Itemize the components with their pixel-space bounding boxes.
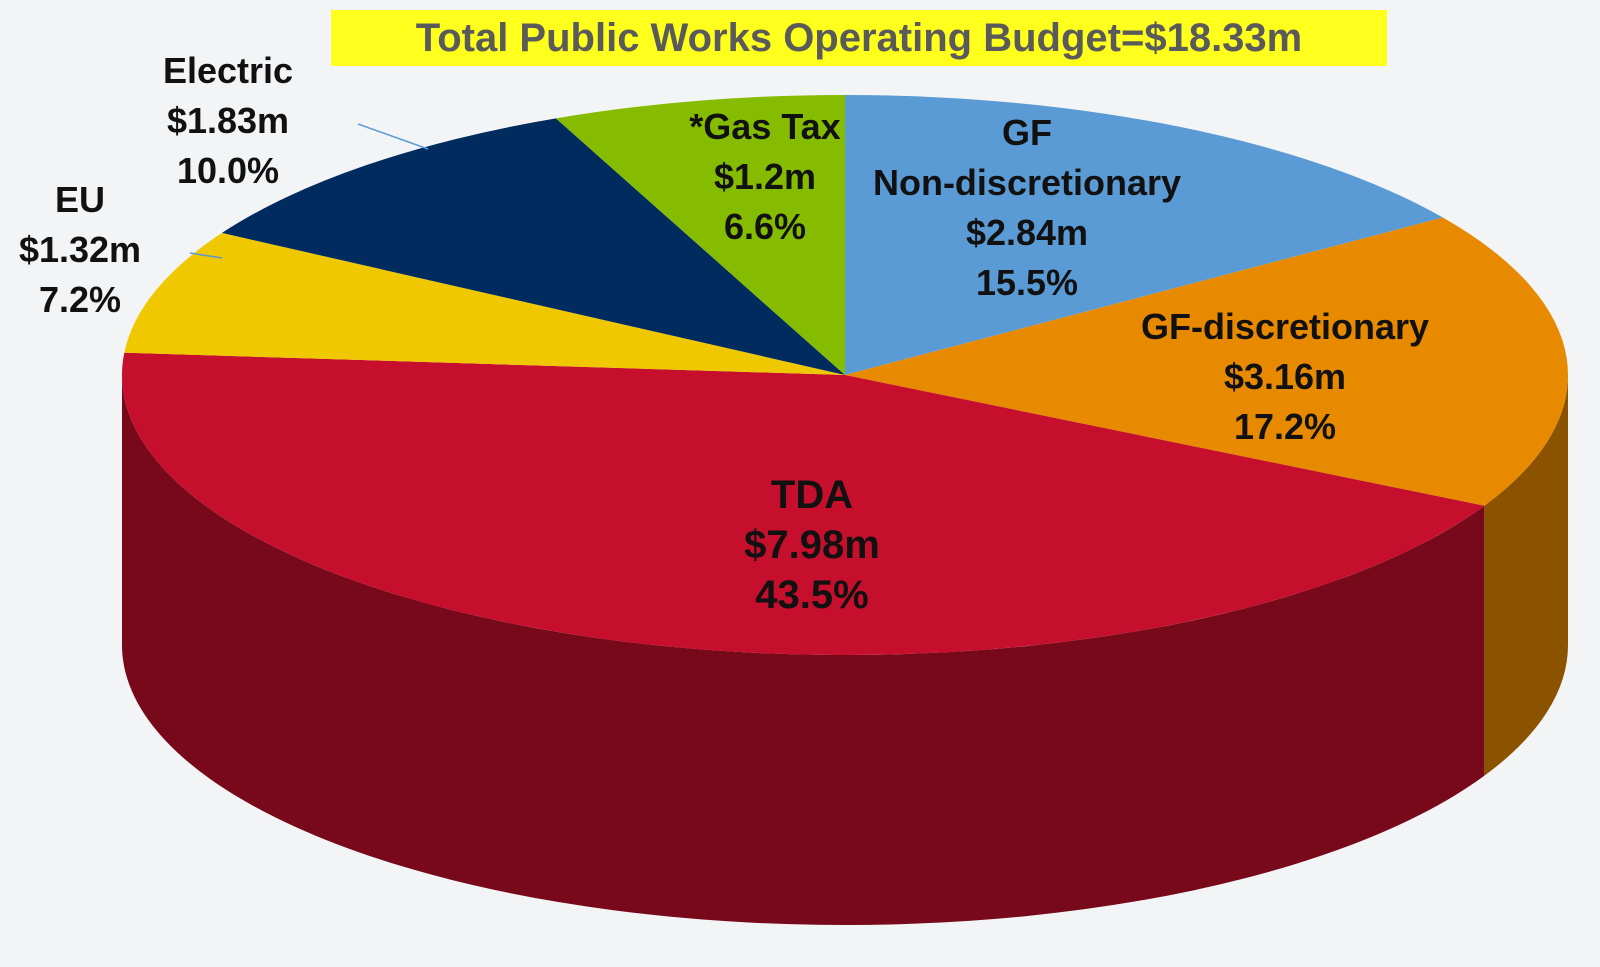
slice-side [1484, 375, 1568, 776]
slice-side [122, 375, 1485, 925]
leader-line [189, 252, 223, 259]
slice-name: TDA [770, 473, 854, 517]
chart-title: Total Public Works Operating Budget=$18.… [331, 10, 1387, 66]
slice-label: TDA $7.98m 43.5% [744, 470, 880, 620]
percent-label: 7.2% [38, 279, 122, 320]
value-label: $3.16m [1223, 356, 1347, 397]
percent-label: 43.5% [755, 573, 869, 617]
slice [221, 118, 845, 375]
slice-name: EU [54, 179, 106, 220]
pie-tops [122, 95, 1569, 655]
slice [555, 95, 845, 375]
slice-label: Electric $1.83m 10.0% [163, 46, 293, 196]
slice [845, 95, 1443, 375]
pie-sides [122, 375, 1568, 925]
slice-name: GF Non-discretionary [872, 112, 1182, 203]
slice-name: Electric [162, 50, 294, 91]
value-label: $2.84m [965, 212, 1089, 253]
percent-label: 15.5% [975, 262, 1079, 303]
slice-label: GF-discretionary $3.16m 17.2% [1141, 302, 1429, 452]
value-label: $1.2m [713, 156, 817, 197]
percent-label: 6.6% [723, 206, 807, 247]
slice-label: *Gas Tax $1.2m 6.6% [689, 102, 840, 252]
value-label: $7.98m [744, 523, 880, 567]
slice-label: GF Non-discretionary $2.84m 15.5% [873, 108, 1181, 308]
slice-label: EU $1.32m 7.2% [19, 175, 141, 325]
percent-label: 17.2% [1233, 406, 1337, 447]
percent-label: 10.0% [176, 150, 280, 191]
slice [122, 352, 1485, 655]
leader-line [357, 123, 429, 150]
slice [845, 217, 1569, 506]
value-label: $1.83m [166, 100, 290, 141]
slice-name: GF-discretionary [1140, 306, 1430, 347]
slice-name: *Gas Tax [689, 106, 841, 147]
slice [124, 232, 846, 375]
value-label: $1.32m [18, 229, 142, 270]
